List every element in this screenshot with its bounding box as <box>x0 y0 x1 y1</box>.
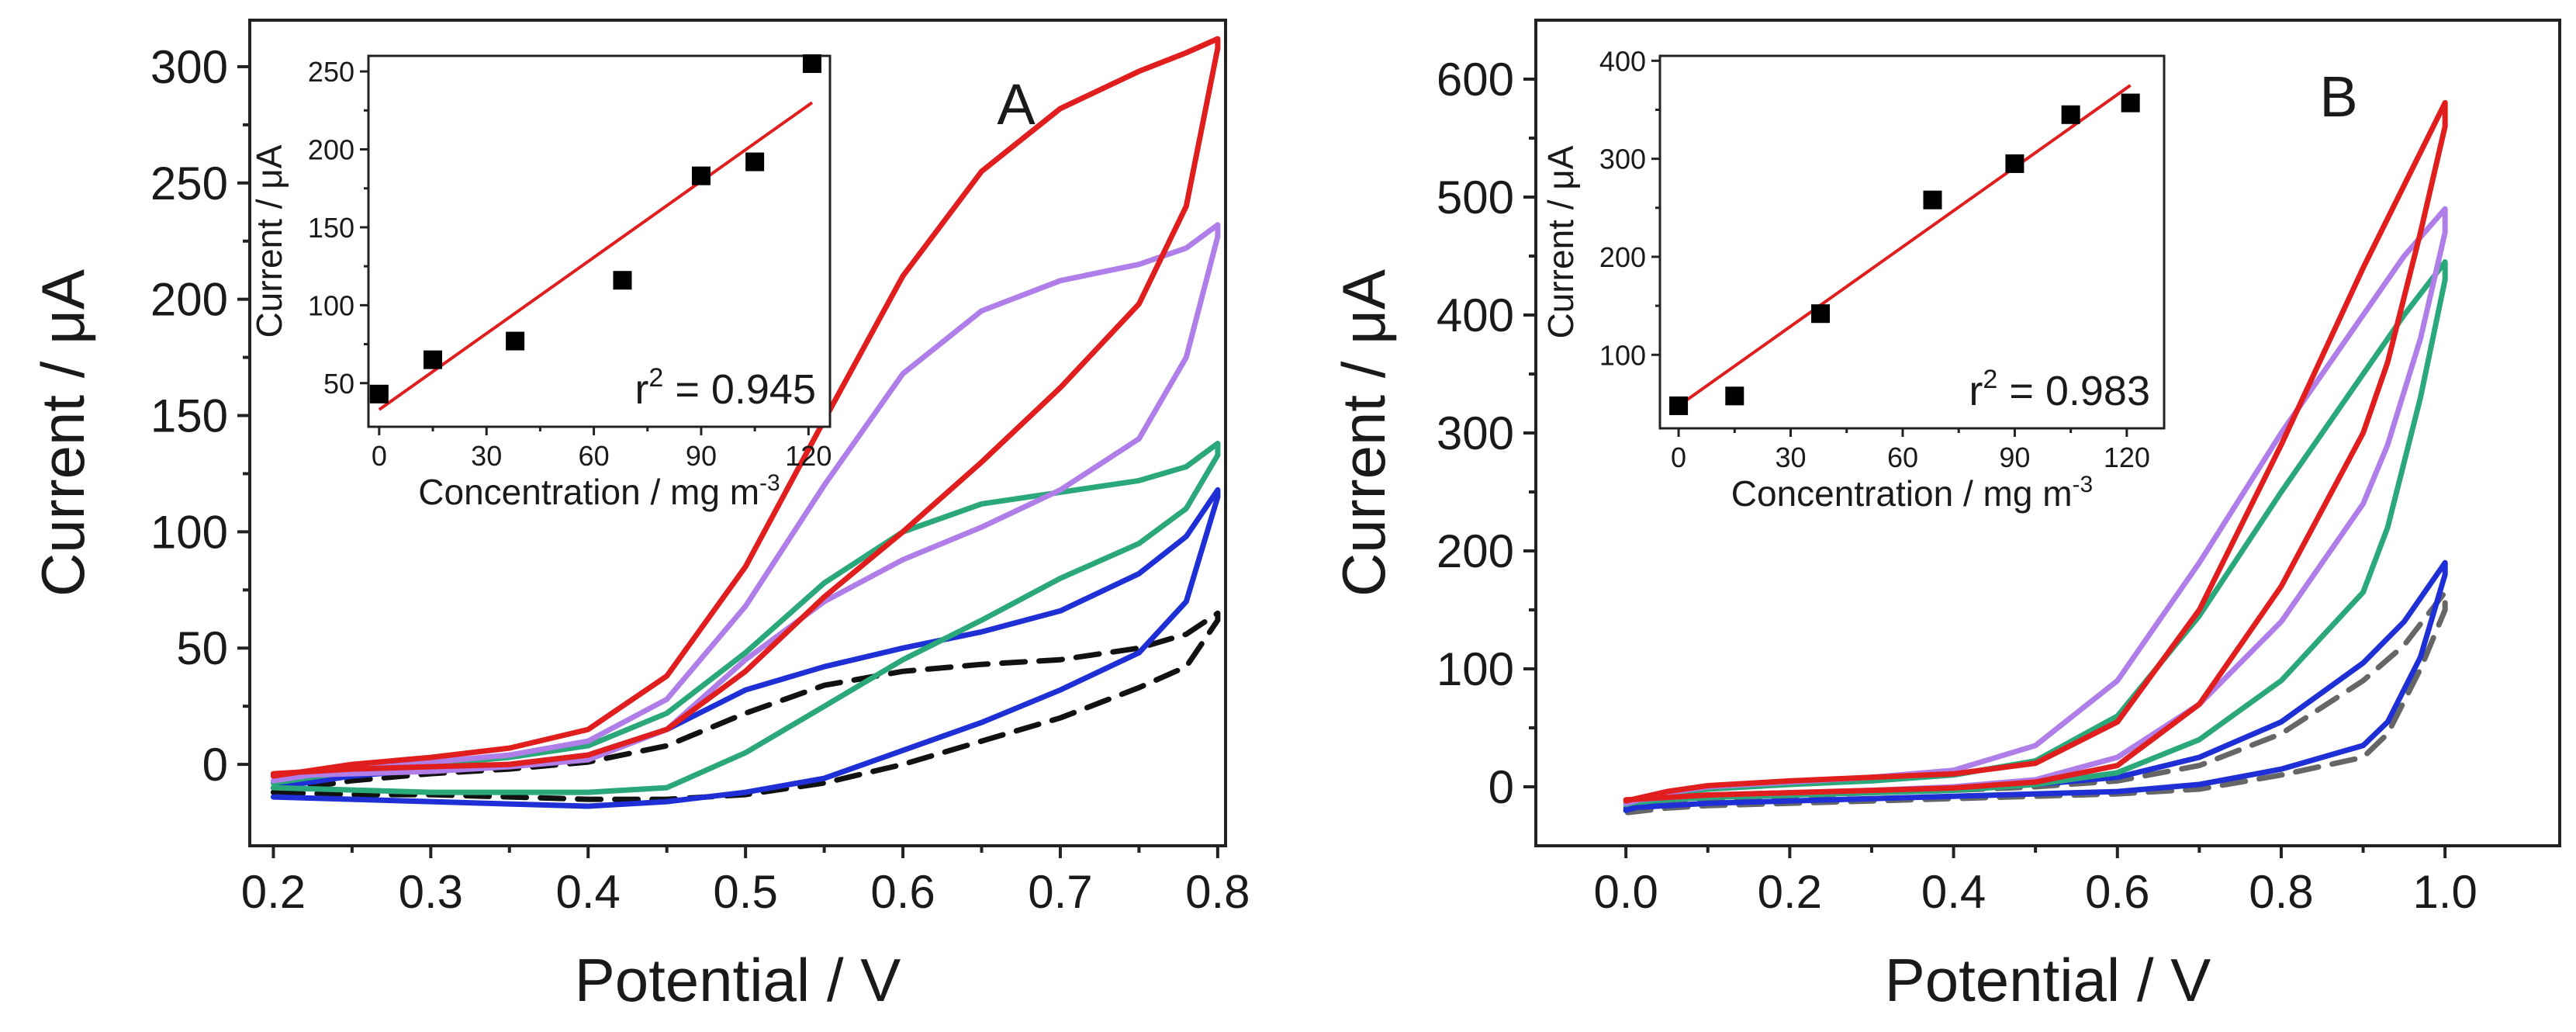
inset-data-point <box>691 166 711 185</box>
inset-y-axis-title: Current / μA <box>249 144 289 338</box>
inset-y-tick-label: 200 <box>308 134 354 166</box>
inset-y-tick-label: 100 <box>1599 339 1646 371</box>
inset-y-tick-label: 100 <box>308 289 354 321</box>
series-group <box>270 36 1221 809</box>
inset-data-point <box>2121 93 2140 113</box>
inset-x-axis-title: Concentration / mg m-3 <box>418 470 780 512</box>
y-tick-label: 300 <box>150 41 228 93</box>
inset-x-axis-title-sup: -3 <box>2073 472 2094 497</box>
inset-data-point <box>745 152 765 171</box>
inset-x-axis-title-main: Concentration / mg m <box>1731 473 2073 514</box>
inset-data-point <box>1669 396 1689 415</box>
x-tick-label: 0.2 <box>241 866 306 918</box>
inset-data-point <box>802 54 821 74</box>
x-axis-title: Potential / V <box>1885 946 2211 1014</box>
y-tick-label: 250 <box>150 158 228 210</box>
inset-x-axis-title-sup: -3 <box>759 470 780 496</box>
inset-x-tick-label: 0 <box>372 440 387 472</box>
inset-r-squared-symbol: r <box>634 366 648 413</box>
y-tick-label: 100 <box>1437 643 1514 695</box>
series-red-curve <box>270 36 1221 779</box>
series-blank-curve <box>270 610 1221 802</box>
inset-y-tick-label: 200 <box>1599 241 1646 273</box>
inset-y-tick-label: 250 <box>308 56 354 88</box>
x-tick-label: 0.0 <box>1593 866 1658 918</box>
inset-fit-line <box>378 101 814 411</box>
y-tick-label: 0 <box>202 739 228 791</box>
x-tick-label: 0.4 <box>1921 866 1986 918</box>
y-tick-label: 300 <box>1437 407 1514 459</box>
y-tick-label: 200 <box>1437 525 1514 577</box>
x-tick-label: 0.5 <box>713 866 777 918</box>
x-tick-label: 0.6 <box>2085 866 2149 918</box>
y-tick-label: 200 <box>150 274 228 326</box>
inset-data-point <box>506 331 525 351</box>
inset-x-tick-label: 90 <box>686 440 717 472</box>
inset-r-squared-value: = 0.945 <box>663 366 816 413</box>
x-tick-label: 0.8 <box>2249 866 2313 918</box>
series-green-curve <box>270 441 1221 795</box>
plot-frame <box>248 19 1227 847</box>
inset-data-point <box>613 271 632 290</box>
inset-data-point <box>2061 105 2080 124</box>
series-red-curve <box>1623 99 2448 804</box>
panel-b: 0.0 0.2 0.4 0.6 0.8 1.00100200300400500600Pot… <box>1329 19 2561 1014</box>
inset-chart: 0 30 60 90 120 100 200 300 400 Concentration / mg… <box>1540 45 2166 514</box>
x-axis-title: Potential / V <box>575 946 901 1014</box>
inset-data-point <box>424 350 443 369</box>
inset-y-tick-label: 300 <box>1599 144 1646 175</box>
inset-chart: 0 30 60 90 120 50 100 150 200 250 Concentration / … <box>249 54 832 512</box>
y-tick-label: 150 <box>150 390 228 442</box>
inset-data-point <box>1725 386 1744 406</box>
inset-y-axis-title: Current / μA <box>1540 145 1581 338</box>
inset-y-tick-label: 150 <box>308 212 354 244</box>
panel-label: B <box>2319 64 2357 129</box>
panel-label: A <box>997 72 1036 137</box>
y-tick-label: 600 <box>1437 54 1514 106</box>
inset-x-tick-label: 60 <box>1887 442 1918 473</box>
inset-r-squared: r2 = 0.945 <box>634 363 816 413</box>
x-tick-label: 0.7 <box>1028 866 1092 918</box>
inset-r-squared-sup: 2 <box>648 363 663 393</box>
inset-x-tick-label: 30 <box>471 440 502 472</box>
inset-r-squared: r2 = 0.983 <box>1969 365 2150 414</box>
y-tick-label: 0 <box>1489 761 1514 813</box>
y-tick-label: 400 <box>1437 289 1514 341</box>
inset-x-tick-label: 60 <box>579 440 610 472</box>
inset-x-axis-title: Concentration / mg m-3 <box>1731 472 2093 514</box>
y-tick-label: 50 <box>176 622 228 674</box>
inset-data-point <box>1923 190 1942 210</box>
inset-y-tick-label: 50 <box>323 368 354 400</box>
x-tick-label: 1.0 <box>2412 866 2477 918</box>
inset-x-tick-label: 0 <box>1671 442 1686 473</box>
series-group <box>1623 99 2448 816</box>
inset-r-squared-symbol: r <box>1969 368 1983 414</box>
inset-x-tick-label: 120 <box>2104 442 2150 473</box>
x-tick-label: 0.4 <box>556 866 621 918</box>
inset-data-point <box>1811 304 1831 324</box>
x-tick-label: 0.8 <box>1185 866 1250 918</box>
y-tick-label: 500 <box>1437 171 1514 223</box>
y-tick-label: 100 <box>150 506 228 558</box>
inset-y-tick-label: 400 <box>1599 45 1646 77</box>
inset-x-axis-title-main: Concentration / mg m <box>418 472 759 512</box>
inset-data-point <box>2005 154 2024 173</box>
inset-x-tick-label: 120 <box>785 440 832 472</box>
panel-a: 0.2 0.3 0.4 0.5 0.6 0.7 0.8050100150200250300P… <box>29 19 1250 1014</box>
y-axis-title: Current / μA <box>29 269 97 597</box>
inset-fit-line <box>1677 84 2132 407</box>
inset-x-tick-label: 90 <box>1999 442 2030 473</box>
y-axis-title: Current / μA <box>1329 269 1398 597</box>
x-tick-label: 0.6 <box>870 866 935 918</box>
x-tick-label: 0.3 <box>399 866 463 918</box>
inset-x-tick-label: 30 <box>1775 442 1806 473</box>
inset-frame <box>367 54 832 428</box>
x-tick-label: 0.2 <box>1758 866 1822 918</box>
inset-r-squared-sup: 2 <box>1983 365 1997 394</box>
inset-r-squared-value: = 0.983 <box>1997 368 2150 414</box>
inset-data-point <box>369 384 389 403</box>
